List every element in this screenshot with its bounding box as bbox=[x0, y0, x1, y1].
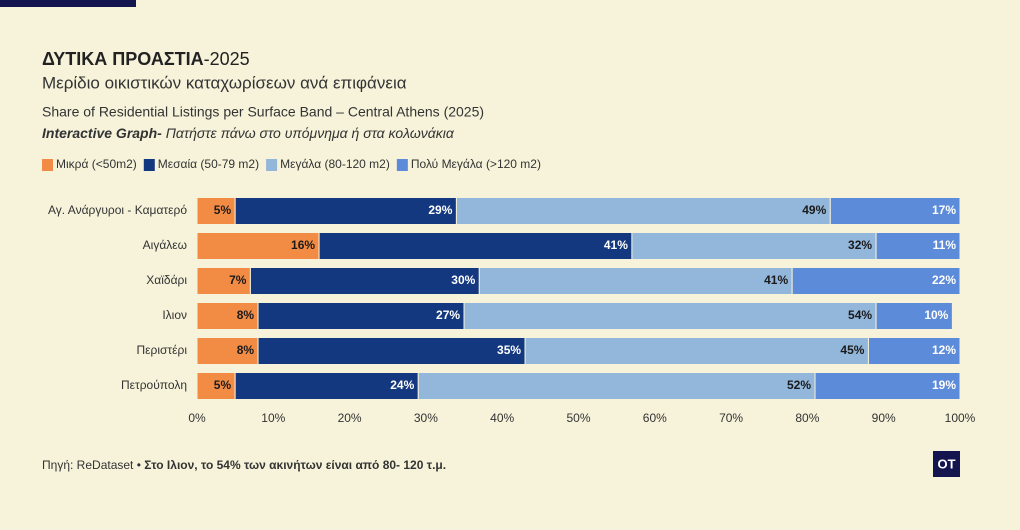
bar-segment[interactable] bbox=[196, 197, 236, 225]
bar-segment[interactable] bbox=[318, 232, 633, 260]
value-label: 27% bbox=[436, 308, 460, 322]
value-label: 8% bbox=[237, 308, 255, 322]
note-bold: Interactive Graph- bbox=[42, 125, 162, 141]
value-label: 41% bbox=[604, 238, 628, 252]
title-year: -2025 bbox=[204, 49, 250, 69]
legend-swatch[interactable] bbox=[42, 159, 53, 171]
bar-segment[interactable] bbox=[867, 337, 961, 365]
bar-segment[interactable] bbox=[791, 267, 961, 295]
value-label: 32% bbox=[848, 238, 872, 252]
legend-label[interactable]: Μικρά (<50m2) bbox=[56, 157, 137, 171]
x-tick-label: 20% bbox=[338, 411, 362, 425]
bar-segment[interactable] bbox=[234, 197, 457, 225]
logo: OT bbox=[937, 456, 955, 471]
note: Interactive Graph- Πατήστε πάνω στο υπόμ… bbox=[42, 125, 455, 141]
value-label: 5% bbox=[214, 378, 232, 392]
value-label: 10% bbox=[924, 308, 948, 322]
y-tick-label: Ιλιον bbox=[162, 308, 187, 322]
value-label: 12% bbox=[932, 343, 956, 357]
value-label: 35% bbox=[497, 343, 521, 357]
chart-title: ΔΥΤΙΚΑ ΠΡΟΑΣΤΙΑ-2025 bbox=[42, 49, 250, 69]
subtitle: Μερίδιο οικιστικών καταχωρίσεων ανά επιφ… bbox=[42, 73, 407, 92]
bar-segment[interactable] bbox=[257, 302, 465, 330]
top-bar bbox=[0, 0, 136, 7]
value-label: 41% bbox=[764, 273, 788, 287]
value-label: 7% bbox=[229, 273, 247, 287]
value-label: 54% bbox=[848, 308, 872, 322]
bar-segment[interactable] bbox=[455, 197, 831, 225]
bar-segment[interactable] bbox=[524, 337, 869, 365]
bar-segment[interactable] bbox=[875, 302, 953, 330]
source: Πηγή: ReDataset • bbox=[42, 458, 144, 472]
value-label: 11% bbox=[933, 238, 957, 252]
footer: Πηγή: ReDataset • Στο Ιλιον, το 54% των … bbox=[42, 458, 446, 472]
x-tick-label: 30% bbox=[414, 411, 438, 425]
note-rest: Πατήστε πάνω στο υπόμνημα ή στα κολωνάκι… bbox=[162, 125, 455, 141]
legend-swatch[interactable] bbox=[266, 159, 278, 171]
logo-box bbox=[933, 451, 960, 477]
y-tick-label: Αγ. Ανάργυροι - Καματερό bbox=[48, 203, 187, 217]
value-label: 16% bbox=[291, 238, 315, 252]
x-tick-label: 70% bbox=[719, 411, 743, 425]
highlight: Στο Ιλιον, το 54% των ακινήτων είναι από… bbox=[144, 458, 446, 472]
bar-segment[interactable] bbox=[249, 267, 480, 295]
x-tick-label: 10% bbox=[261, 411, 285, 425]
y-tick-label: Χαϊδάρι bbox=[146, 273, 187, 287]
value-label: 17% bbox=[932, 203, 956, 217]
bar-segment[interactable] bbox=[631, 232, 877, 260]
x-tick-label: 60% bbox=[643, 411, 667, 425]
bar-segment[interactable] bbox=[196, 337, 259, 365]
value-label: 52% bbox=[787, 378, 811, 392]
bar-segment[interactable] bbox=[196, 267, 251, 295]
legend-swatch[interactable] bbox=[143, 159, 155, 171]
x-tick-label: 80% bbox=[795, 411, 819, 425]
y-tick-label: Πετρούπολη bbox=[121, 378, 187, 392]
x-tick-label: 50% bbox=[566, 411, 590, 425]
legend-swatch[interactable] bbox=[396, 159, 408, 171]
subtitle-en: Share of Residential Listings per Surfac… bbox=[42, 104, 484, 120]
bar-segment[interactable] bbox=[234, 372, 419, 400]
value-label: 24% bbox=[390, 378, 414, 392]
value-label: 29% bbox=[428, 203, 452, 217]
x-tick-label: 90% bbox=[872, 411, 896, 425]
bar-segment[interactable] bbox=[196, 372, 236, 400]
legend-label[interactable]: Μεγάλα (80-120 m2) bbox=[280, 157, 390, 171]
title-bold: ΔΥΤΙΚΑ ΠΡΟΑΣΤΙΑ bbox=[42, 49, 204, 69]
x-tick-label: 100% bbox=[945, 411, 976, 425]
bar-segment[interactable] bbox=[417, 372, 816, 400]
y-tick-label: Περιστέρι bbox=[137, 343, 188, 357]
value-label: 19% bbox=[932, 378, 956, 392]
bar-segment[interactable] bbox=[478, 267, 793, 295]
legend-label[interactable]: Πολύ Μεγάλα (>120 m2) bbox=[411, 157, 541, 171]
value-label: 45% bbox=[840, 343, 864, 357]
y-tick-label: Αιγάλεω bbox=[143, 238, 187, 252]
x-tick-label: 40% bbox=[490, 411, 514, 425]
value-label: 8% bbox=[237, 343, 255, 357]
bar-segment[interactable] bbox=[257, 337, 526, 365]
bar-segment[interactable] bbox=[463, 302, 877, 330]
value-label: 22% bbox=[932, 273, 956, 287]
bar-segment[interactable] bbox=[814, 372, 961, 400]
value-label: 49% bbox=[802, 203, 826, 217]
value-label: 5% bbox=[214, 203, 232, 217]
bar-segment[interactable] bbox=[196, 302, 259, 330]
bar-segment[interactable] bbox=[875, 232, 961, 260]
x-tick-label: 0% bbox=[188, 411, 206, 425]
value-label: 30% bbox=[451, 273, 475, 287]
bar-segment[interactable] bbox=[829, 197, 961, 225]
legend-label[interactable]: Μεσαία (50-79 m2) bbox=[158, 157, 259, 171]
